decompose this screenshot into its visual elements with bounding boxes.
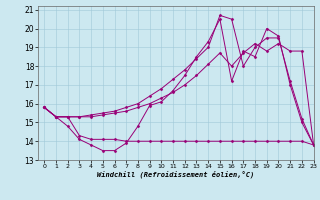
X-axis label: Windchill (Refroidissement éolien,°C): Windchill (Refroidissement éolien,°C)	[97, 171, 255, 178]
